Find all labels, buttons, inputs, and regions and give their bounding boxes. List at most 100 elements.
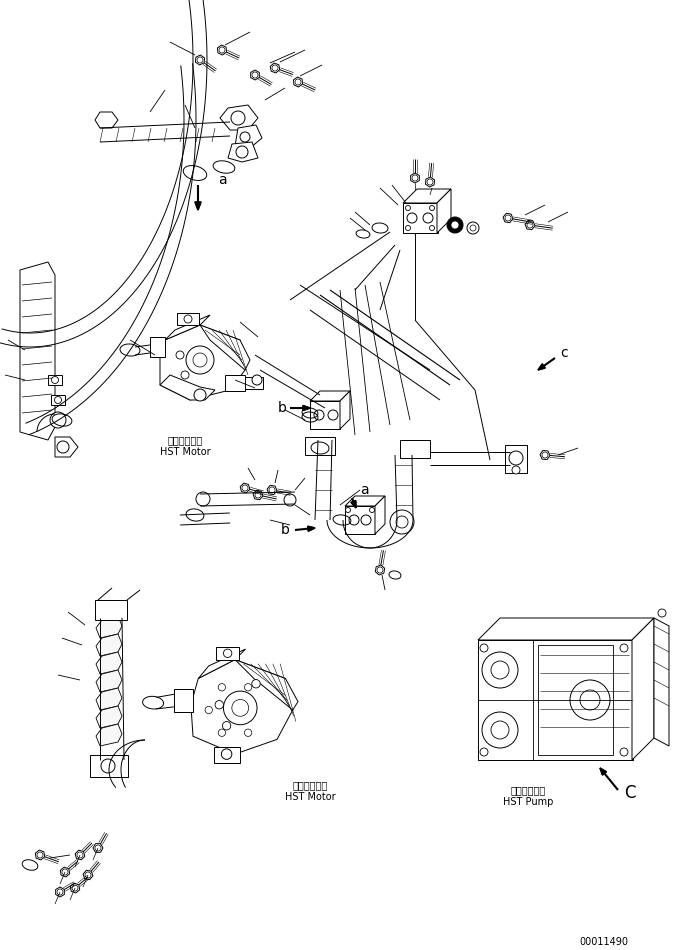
Polygon shape: [75, 850, 85, 860]
Circle shape: [242, 485, 248, 491]
Circle shape: [570, 680, 610, 720]
Circle shape: [314, 410, 324, 420]
Bar: [174, 689, 193, 712]
Polygon shape: [240, 484, 250, 493]
Circle shape: [405, 205, 410, 211]
Text: HST Motor: HST Motor: [160, 447, 210, 457]
Text: ＨＳＴモータ: ＨＳＴモータ: [167, 435, 203, 445]
Circle shape: [57, 889, 63, 895]
Circle shape: [52, 376, 58, 384]
Text: a: a: [218, 173, 226, 187]
Text: ＨＳＴポンプ: ＨＳＴポンプ: [511, 785, 546, 795]
Polygon shape: [93, 844, 103, 852]
Circle shape: [284, 494, 296, 506]
Circle shape: [85, 872, 91, 878]
Polygon shape: [35, 850, 45, 860]
Circle shape: [224, 691, 257, 725]
Polygon shape: [165, 315, 210, 340]
Circle shape: [407, 213, 417, 223]
Polygon shape: [83, 870, 93, 880]
Bar: [310, 401, 340, 429]
Polygon shape: [654, 618, 669, 746]
Polygon shape: [20, 262, 55, 440]
Polygon shape: [303, 406, 310, 410]
Circle shape: [255, 492, 261, 498]
Polygon shape: [195, 202, 201, 210]
Text: HST Motor: HST Motor: [285, 792, 336, 802]
Circle shape: [57, 441, 69, 453]
Circle shape: [215, 700, 224, 709]
Polygon shape: [294, 77, 302, 87]
Polygon shape: [403, 189, 451, 203]
Bar: [225, 375, 245, 391]
Polygon shape: [437, 189, 451, 233]
Circle shape: [412, 175, 418, 181]
Circle shape: [491, 721, 509, 739]
Bar: [478, 640, 633, 760]
Text: b: b: [281, 523, 290, 537]
Circle shape: [77, 852, 83, 858]
Text: ＨＳＴモータ: ＨＳＴモータ: [292, 780, 327, 790]
Circle shape: [236, 146, 248, 158]
Circle shape: [222, 722, 231, 730]
Circle shape: [405, 225, 410, 231]
Circle shape: [269, 487, 275, 493]
Circle shape: [50, 412, 66, 428]
Circle shape: [252, 679, 260, 688]
Polygon shape: [160, 325, 245, 400]
Circle shape: [580, 690, 600, 710]
Bar: [48, 375, 62, 385]
Polygon shape: [351, 501, 356, 508]
Polygon shape: [160, 375, 215, 400]
Polygon shape: [55, 437, 78, 457]
Circle shape: [272, 65, 278, 71]
Circle shape: [62, 869, 68, 875]
Circle shape: [429, 225, 435, 231]
Polygon shape: [235, 125, 262, 148]
Text: c: c: [560, 346, 567, 360]
Circle shape: [218, 684, 226, 691]
Polygon shape: [235, 659, 298, 710]
Circle shape: [527, 222, 533, 228]
Circle shape: [505, 215, 511, 221]
Polygon shape: [195, 55, 205, 65]
Polygon shape: [60, 867, 70, 877]
Bar: [403, 203, 438, 233]
Polygon shape: [253, 490, 263, 500]
Circle shape: [231, 111, 245, 125]
Bar: [400, 440, 430, 458]
Bar: [95, 600, 127, 620]
Circle shape: [620, 748, 628, 756]
Polygon shape: [303, 406, 310, 410]
Circle shape: [447, 217, 463, 233]
Circle shape: [480, 644, 488, 652]
Circle shape: [482, 712, 518, 748]
Polygon shape: [71, 884, 80, 893]
Polygon shape: [96, 616, 122, 638]
Circle shape: [224, 649, 232, 657]
Bar: [150, 337, 165, 357]
Bar: [216, 647, 239, 659]
Polygon shape: [191, 659, 293, 754]
Circle shape: [542, 452, 548, 458]
Polygon shape: [56, 887, 64, 897]
Polygon shape: [308, 526, 315, 531]
Polygon shape: [538, 364, 545, 370]
Circle shape: [427, 179, 433, 185]
Circle shape: [349, 515, 359, 525]
Circle shape: [218, 729, 226, 736]
Circle shape: [221, 749, 232, 759]
Polygon shape: [345, 496, 385, 506]
Circle shape: [361, 515, 371, 525]
Bar: [51, 395, 65, 405]
Circle shape: [232, 699, 249, 716]
Circle shape: [245, 684, 252, 691]
Bar: [214, 747, 240, 763]
Circle shape: [370, 507, 374, 512]
Bar: [345, 506, 375, 534]
Circle shape: [423, 213, 433, 223]
Polygon shape: [200, 325, 250, 370]
Bar: [90, 755, 128, 777]
Text: HST Pump: HST Pump: [503, 797, 553, 807]
Circle shape: [245, 729, 252, 736]
